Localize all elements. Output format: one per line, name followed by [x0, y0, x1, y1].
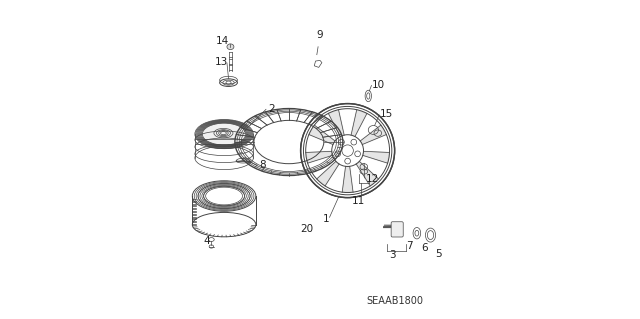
Text: 13: 13	[214, 57, 228, 67]
Text: 10: 10	[372, 79, 385, 90]
Text: 6: 6	[422, 243, 428, 253]
Text: 5: 5	[435, 249, 442, 259]
Ellipse shape	[227, 44, 234, 50]
Polygon shape	[351, 110, 367, 137]
Text: SEAAB1800: SEAAB1800	[366, 296, 423, 306]
Text: 20: 20	[300, 224, 313, 234]
Polygon shape	[363, 151, 390, 163]
Text: 9: 9	[317, 30, 323, 40]
FancyBboxPatch shape	[391, 222, 403, 237]
Text: 4: 4	[204, 236, 210, 247]
Text: 8: 8	[259, 160, 266, 170]
Polygon shape	[356, 161, 378, 186]
Text: 14: 14	[216, 36, 229, 46]
Text: 3: 3	[389, 250, 396, 260]
Text: 15: 15	[380, 109, 393, 119]
Text: 1: 1	[323, 214, 330, 224]
Text: 2: 2	[268, 104, 275, 114]
Polygon shape	[309, 125, 335, 145]
Polygon shape	[317, 161, 339, 186]
Polygon shape	[328, 110, 344, 137]
Text: 11: 11	[352, 196, 365, 206]
Text: 7: 7	[406, 241, 413, 251]
Polygon shape	[360, 125, 387, 145]
Polygon shape	[306, 151, 333, 163]
Polygon shape	[342, 166, 353, 192]
Ellipse shape	[195, 120, 253, 149]
Text: 12: 12	[366, 174, 380, 183]
